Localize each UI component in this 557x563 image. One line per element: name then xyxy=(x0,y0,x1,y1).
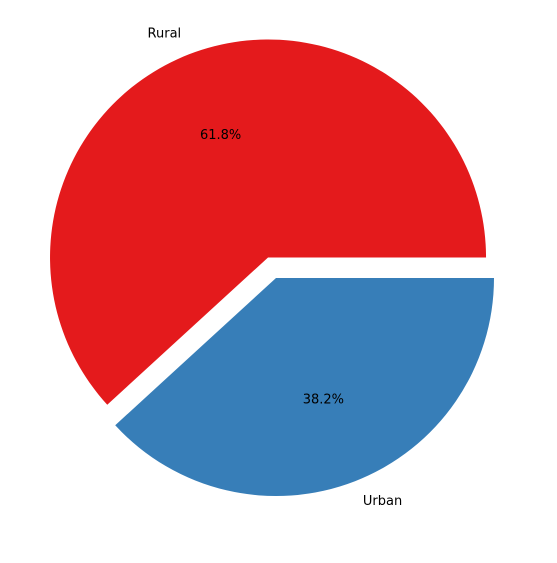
pie-slice-urban xyxy=(115,278,494,496)
pie-percent-label-rural: 61.8% xyxy=(200,128,241,143)
pie-category-label-rural: Rural xyxy=(148,26,182,41)
pie-percent-label-urban: 38.2% xyxy=(303,392,344,407)
pie-slice-rural xyxy=(50,39,487,405)
pie-slices xyxy=(50,39,494,496)
pie-labels: Rural 61.8% Urban 38.2% xyxy=(148,26,403,509)
pie-category-label-urban: Urban xyxy=(363,494,402,509)
